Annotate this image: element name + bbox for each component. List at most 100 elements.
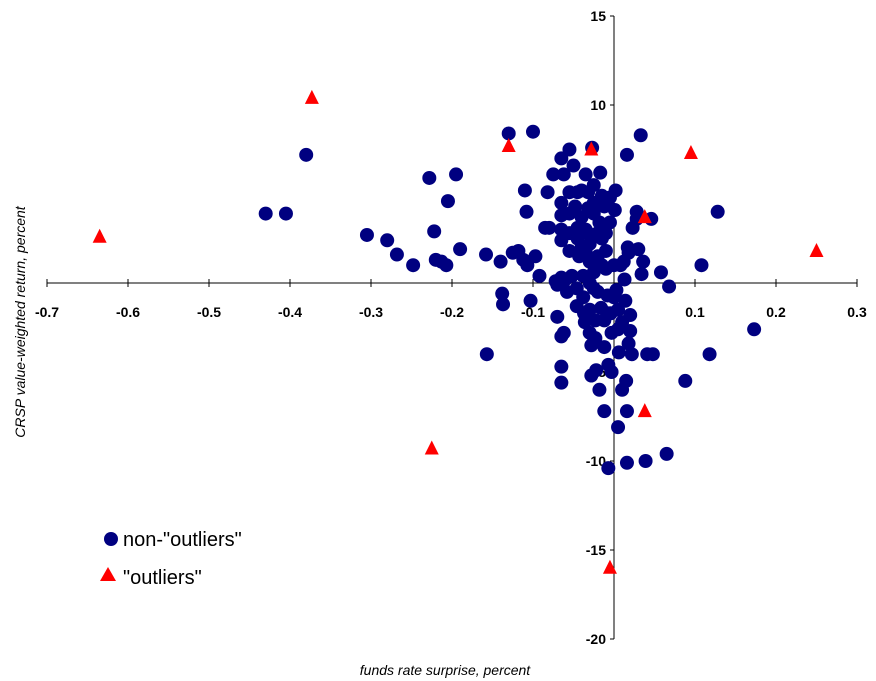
scatter-point-outlier bbox=[637, 403, 652, 418]
scatter-point bbox=[299, 147, 314, 162]
scatter-point bbox=[380, 233, 395, 248]
series-non-outliers bbox=[258, 124, 762, 476]
x-axis-title: funds rate surprise, percent bbox=[360, 662, 532, 678]
scatter-point bbox=[540, 185, 555, 200]
scatter-point bbox=[611, 345, 626, 360]
scatter-point bbox=[607, 203, 622, 218]
scatter-point bbox=[278, 206, 293, 221]
scatter-point bbox=[520, 258, 535, 273]
scatter-point bbox=[636, 254, 651, 269]
scatter-point bbox=[619, 147, 634, 162]
scatter-point bbox=[577, 315, 592, 330]
scatter-point bbox=[517, 183, 532, 198]
scatter-point bbox=[634, 267, 649, 282]
scatter-point bbox=[597, 404, 612, 419]
scatter-point bbox=[608, 183, 623, 198]
scatter-point bbox=[554, 375, 569, 390]
scatter-point bbox=[495, 286, 510, 301]
x-tick-label: 0.1 bbox=[685, 304, 705, 320]
scatter-point bbox=[598, 226, 613, 241]
scatter-point bbox=[542, 220, 557, 235]
scatter-point bbox=[619, 404, 634, 419]
y-axis-title: CRSP value-weighted return, percent bbox=[12, 205, 28, 437]
y-tick-label: -15 bbox=[586, 542, 606, 558]
x-tick-label: -0.3 bbox=[359, 304, 383, 320]
scatter-point bbox=[427, 224, 442, 239]
scatter-point bbox=[588, 331, 603, 346]
scatter-point bbox=[359, 227, 374, 242]
scatter-point bbox=[593, 165, 608, 180]
scatter-point bbox=[440, 194, 455, 209]
scatter-point bbox=[621, 336, 636, 351]
y-tick-label: 15 bbox=[590, 8, 606, 24]
scatter-point bbox=[617, 272, 632, 287]
scatter-point bbox=[582, 302, 597, 317]
scatter-point-outlier bbox=[424, 440, 439, 455]
x-tick-label: -0.5 bbox=[197, 304, 221, 320]
x-tick-label: -0.1 bbox=[521, 304, 545, 320]
scatter-point bbox=[439, 258, 454, 273]
scatter-point bbox=[638, 454, 653, 468]
scatter-point bbox=[479, 247, 494, 262]
scatter-point bbox=[592, 382, 607, 397]
scatter-point bbox=[609, 283, 624, 298]
scatter-point bbox=[618, 293, 633, 308]
scatter-point bbox=[578, 167, 593, 182]
x-tick-label: 0.2 bbox=[766, 304, 786, 320]
scatter-point bbox=[493, 254, 508, 269]
scatter-point bbox=[589, 363, 604, 378]
scatter-point bbox=[653, 265, 668, 280]
legend: non-"outliers" "outliers" bbox=[100, 529, 242, 589]
scatter-point bbox=[631, 242, 646, 257]
legend-marker-non-outliers bbox=[104, 532, 118, 546]
scatter-point bbox=[623, 308, 638, 323]
scatter-point bbox=[710, 204, 725, 219]
scatter-point bbox=[479, 347, 494, 362]
x-tick-label: 0.3 bbox=[847, 304, 867, 320]
x-tick-label: -0.2 bbox=[440, 304, 464, 320]
scatter-point-outlier bbox=[809, 242, 824, 257]
scatter-point bbox=[554, 195, 569, 210]
scatter-point-outlier bbox=[637, 209, 652, 224]
scatter-point bbox=[519, 204, 534, 219]
y-tick-label: 10 bbox=[590, 97, 606, 113]
scatter-point bbox=[597, 340, 612, 355]
scatter-point bbox=[611, 420, 626, 435]
x-tick-labels: -0.7-0.6-0.5-0.4-0.3-0.2-0.10.00.10.20.3 bbox=[35, 304, 867, 320]
scatter-point bbox=[659, 446, 674, 461]
scatter-point bbox=[501, 126, 516, 141]
scatter-point bbox=[678, 373, 693, 388]
x-tick-label: -0.4 bbox=[278, 304, 302, 320]
scatter-point bbox=[747, 322, 762, 337]
scatter-point-outlier bbox=[683, 145, 698, 160]
scatter-point bbox=[623, 324, 638, 339]
x-tick-label: -0.7 bbox=[35, 304, 59, 320]
legend-marker-outliers bbox=[100, 567, 116, 581]
y-tick-label: -20 bbox=[586, 631, 606, 647]
scatter-point bbox=[562, 142, 577, 157]
scatter-point bbox=[598, 243, 613, 258]
scatter-point bbox=[602, 215, 617, 230]
legend-label-non-outliers: non-"outliers" bbox=[123, 529, 242, 551]
scatter-point bbox=[523, 293, 538, 308]
scatter-point bbox=[624, 347, 639, 362]
scatter-point bbox=[566, 158, 581, 173]
scatter-point bbox=[604, 365, 619, 379]
scatter-point bbox=[629, 204, 644, 219]
scatter-point bbox=[258, 206, 273, 221]
scatter-point bbox=[422, 170, 437, 185]
scatter-point bbox=[453, 242, 468, 257]
scatter-point bbox=[449, 167, 464, 182]
scatter-point bbox=[586, 178, 601, 193]
scatter-point bbox=[406, 258, 421, 273]
scatter-point bbox=[532, 268, 547, 283]
scatter-point-outlier bbox=[602, 559, 617, 574]
scatter-point bbox=[546, 167, 561, 182]
scatter-point bbox=[556, 167, 571, 182]
scatter-point bbox=[554, 359, 569, 374]
scatter-point bbox=[568, 199, 583, 214]
scatter-point bbox=[633, 128, 648, 143]
x-tick-label: -0.6 bbox=[116, 304, 140, 320]
scatter-point bbox=[601, 461, 616, 476]
